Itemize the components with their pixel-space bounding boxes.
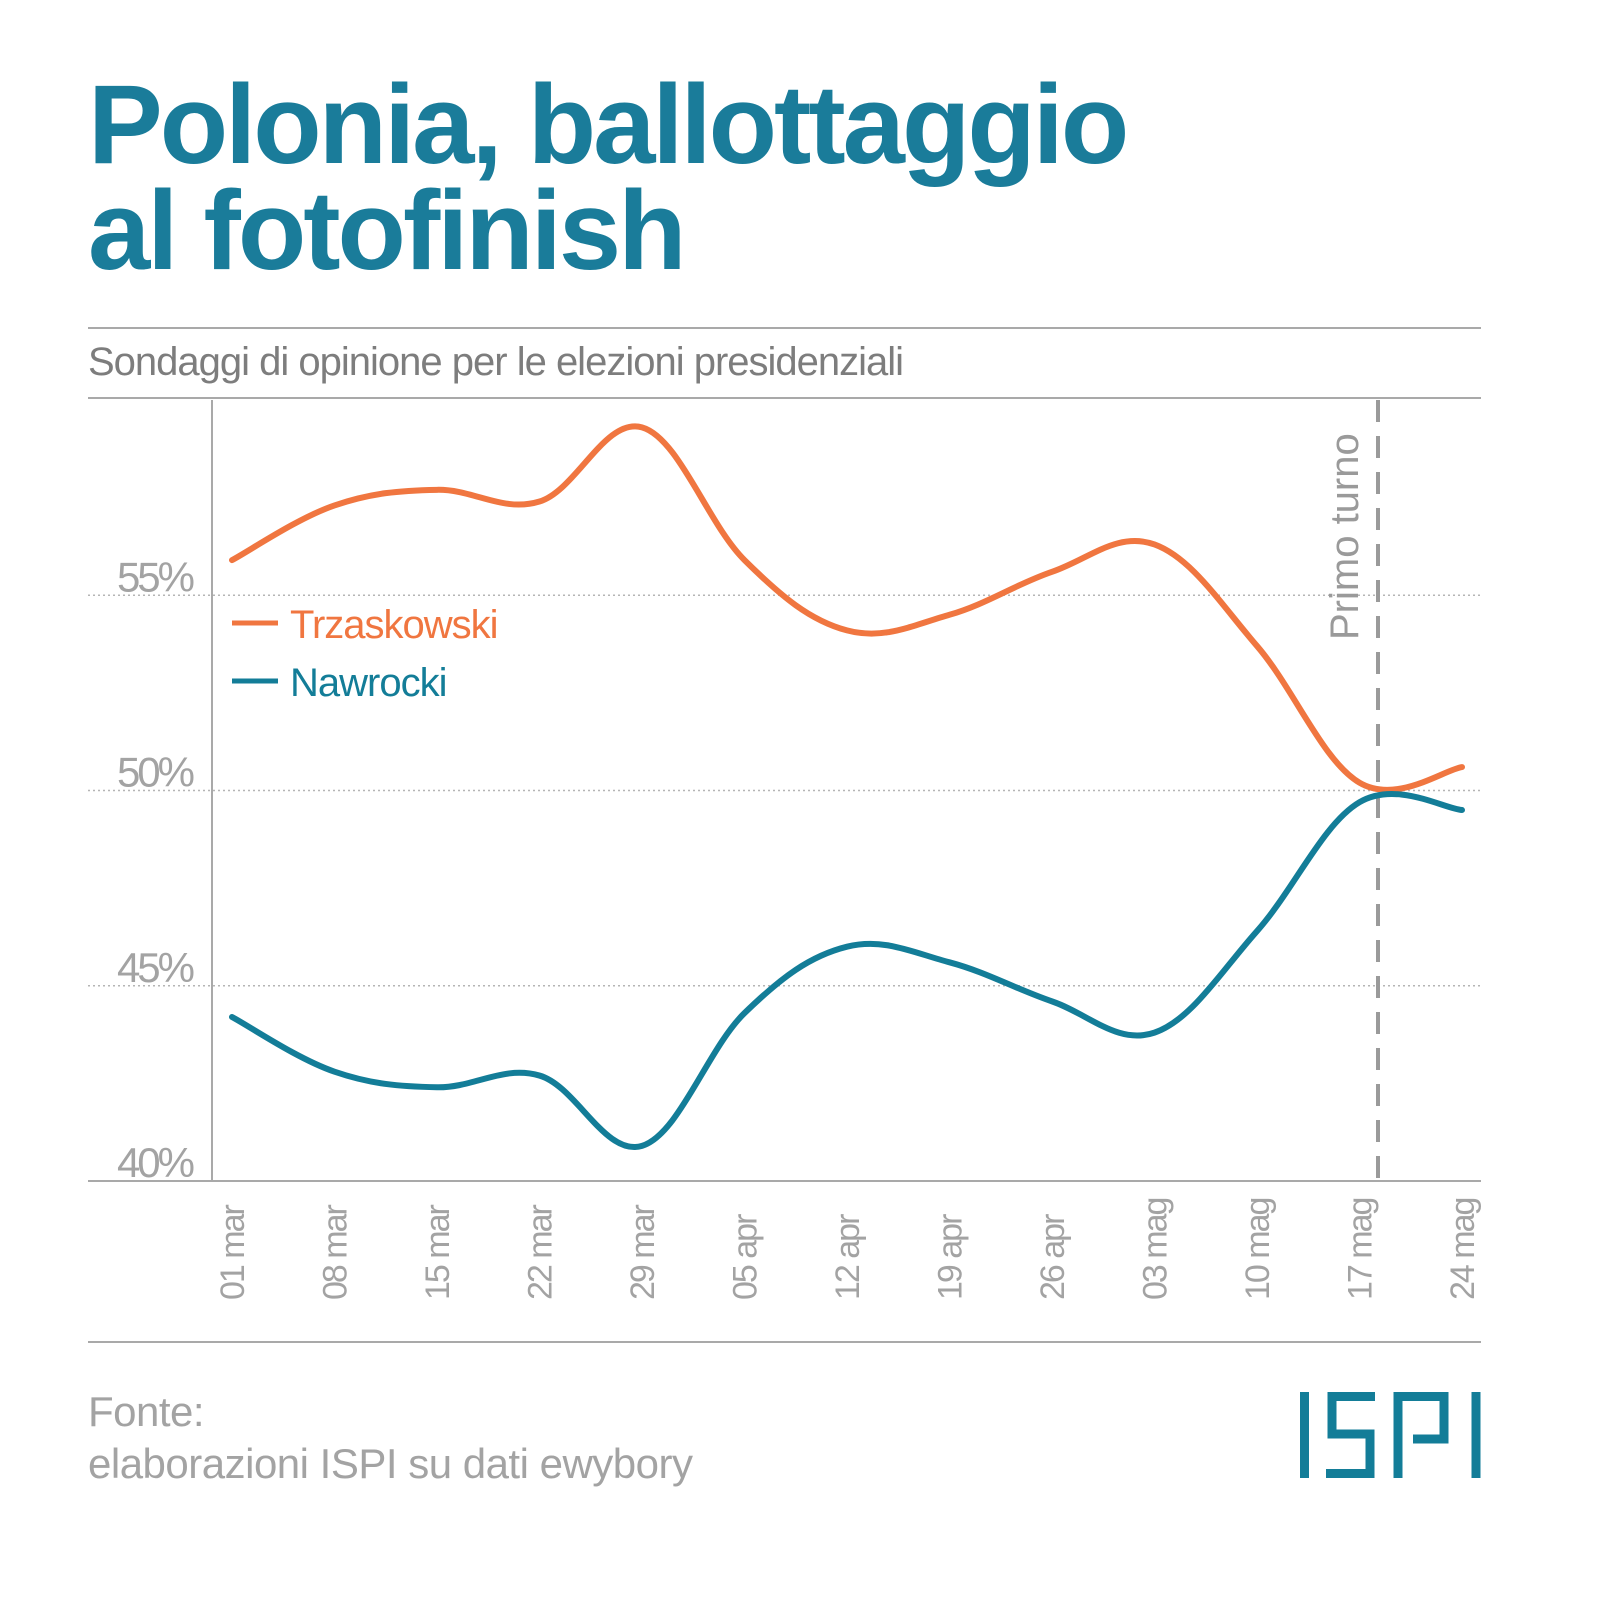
y-tick-label: 50% bbox=[117, 749, 194, 796]
x-tick-label: 05 apr bbox=[727, 1214, 765, 1300]
chart-subtitle: Sondaggi di opinione per le elezioni pre… bbox=[88, 340, 904, 384]
x-tick-label: 03 mag bbox=[1137, 1199, 1175, 1300]
first-round-label: Primo turno bbox=[1323, 433, 1367, 640]
top-divider bbox=[88, 327, 1481, 329]
x-axis-labels: 01 mar 08 mar 15 mar 22 mar 29 mar 05 apr 12 a… bbox=[214, 1199, 1482, 1300]
title-line-1: Polonia, ballottaggio bbox=[88, 62, 1129, 187]
x-tick-label: 19 apr bbox=[932, 1214, 970, 1300]
title-line-2: al fotofinish bbox=[88, 168, 687, 293]
x-tick-label: 22 mar bbox=[522, 1205, 560, 1300]
x-tick-label: 24 mag bbox=[1444, 1199, 1482, 1300]
legend-label-nawrocki: Nawrocki bbox=[290, 661, 446, 705]
ispi-logo bbox=[1300, 1392, 1481, 1478]
ispi-logo-icon bbox=[1300, 1392, 1481, 1478]
line-chart: 40% 45% 50% 55% 01 mar 08 mar 15 mar 22 mar 29 … bbox=[88, 400, 1482, 1300]
series-lines bbox=[229, 423, 1465, 1151]
x-tick-label: 17 mag bbox=[1342, 1199, 1380, 1300]
chart-title: Polonia, ballottaggio al fotofinish bbox=[88, 69, 1388, 287]
x-tick-label: 12 apr bbox=[829, 1214, 867, 1300]
gridlines bbox=[88, 594, 1481, 987]
y-axis-labels: 40% 45% 50% 55% bbox=[117, 553, 197, 1186]
legend: Trzaskowski Nawrocki bbox=[232, 603, 499, 705]
x-tick-label: 08 mar bbox=[317, 1205, 355, 1300]
footer-divider bbox=[88, 1341, 1481, 1343]
x-tick-label: 26 apr bbox=[1034, 1214, 1072, 1300]
source-text: elaborazioni ISPI su dati ewybory bbox=[88, 1440, 693, 1487]
series-line-trzaskowski bbox=[229, 423, 1465, 793]
y-tick-label: 45% bbox=[117, 944, 194, 991]
legend-label-trzaskowski: Trzaskowski bbox=[290, 603, 498, 647]
y-tick-label: 55% bbox=[117, 553, 194, 600]
x-tick-label: 15 mar bbox=[419, 1205, 457, 1300]
x-tick-label: 01 mar bbox=[214, 1205, 252, 1300]
y-tick-label: 40% bbox=[117, 1139, 194, 1186]
subtitle-divider bbox=[88, 397, 1481, 399]
x-tick-label: 10 mag bbox=[1239, 1199, 1277, 1300]
source-label: Fonte: bbox=[88, 1388, 205, 1435]
x-tick-label: 29 mar bbox=[624, 1205, 662, 1300]
series-line-nawrocki bbox=[229, 790, 1465, 1151]
